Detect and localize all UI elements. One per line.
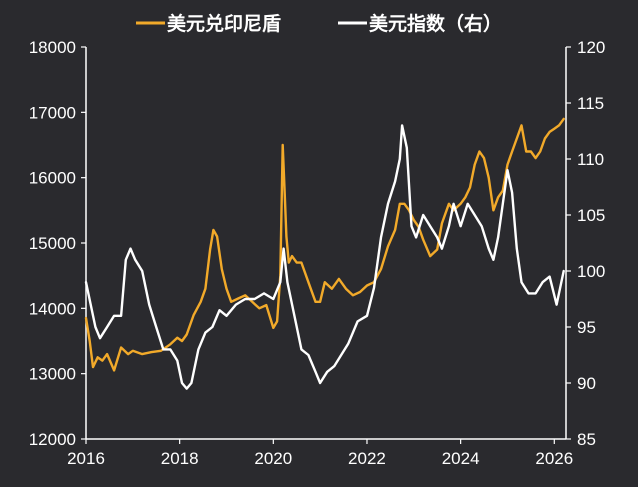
- x-tick-label: 2016: [67, 449, 105, 468]
- series-line-usd-idr: [84, 117, 565, 372]
- legend-item-usd-idr[interactable]: 美元兑印尼盾: [136, 12, 281, 35]
- y-left-tick-label: 12000: [29, 430, 76, 449]
- y-left-tick-label: 16000: [29, 169, 76, 188]
- series-line-dxy: [84, 124, 565, 390]
- x-tick-label: 2018: [161, 449, 199, 468]
- y-right-tick-label: 85: [577, 430, 596, 449]
- x-tick-label: 2020: [254, 449, 292, 468]
- x-tick-label: 2022: [348, 449, 386, 468]
- y-left-tick-label: 13000: [29, 365, 76, 384]
- y-left-tick-label: 18000: [29, 38, 76, 57]
- x-tick-label: 2024: [442, 449, 480, 468]
- y-left-tick-label: 17000: [29, 103, 76, 122]
- y-right-tick-label: 100: [577, 262, 605, 281]
- legend-label-usd-idr: 美元兑印尼盾: [167, 12, 281, 35]
- y-right-tick-label: 110: [577, 150, 604, 169]
- legend-label-dxy: 美元指数（右）: [369, 12, 502, 35]
- y-right-tick-label: 105: [577, 206, 605, 225]
- axes: 12000 13000 14000 15000 16000 17000 18000 85 90 9…: [29, 38, 606, 468]
- y-left-tick-label: 15000: [29, 234, 76, 253]
- y-right-tick-label: 120: [577, 38, 605, 57]
- y-right-tick-label: 115: [577, 94, 604, 113]
- x-tick-label: 2026: [535, 449, 573, 468]
- legend-item-dxy[interactable]: 美元指数（右）: [338, 12, 502, 35]
- y-left-tick-label: 14000: [29, 299, 76, 318]
- series-layer: [84, 117, 565, 390]
- legend: 美元兑印尼盾 美元指数（右）: [136, 12, 502, 35]
- y-right-tick-label: 90: [577, 374, 596, 393]
- y-right-tick-label: 95: [577, 318, 596, 337]
